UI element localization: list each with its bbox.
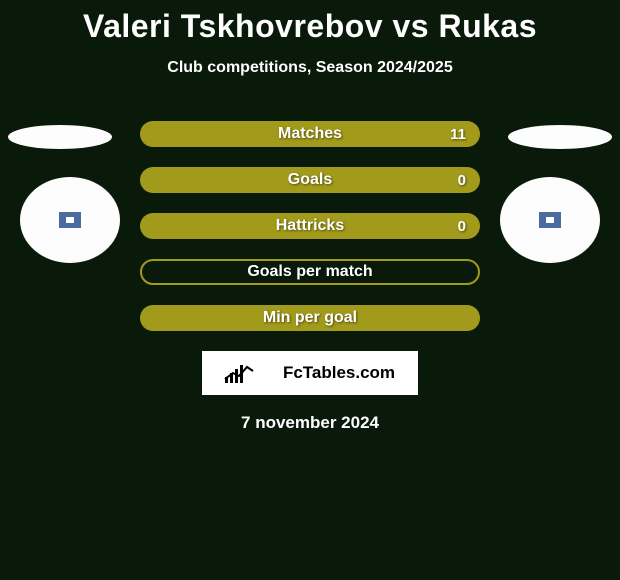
stat-row: Matches 11 (0, 121, 620, 147)
stat-label: Goals per match (247, 263, 372, 281)
stat-value: 11 (450, 126, 466, 143)
stat-value: 0 (458, 218, 466, 235)
stats-area: Matches 11 Goals 0 Hattricks 0 Goals per… (0, 121, 620, 331)
stat-label: Goals (288, 171, 332, 189)
stat-row: Hattricks 0 (0, 213, 620, 239)
stat-bar-goals: Goals 0 (140, 167, 480, 193)
brand-text: FcTables.com (283, 363, 395, 383)
stat-row: Min per goal (0, 305, 620, 331)
stat-bar-min-per-goal: Min per goal (140, 305, 480, 331)
stat-row: Goals 0 (0, 167, 620, 193)
page-subtitle: Club competitions, Season 2024/2025 (0, 59, 620, 77)
stat-bar-hattricks: Hattricks 0 (140, 213, 480, 239)
stat-label: Matches (278, 125, 342, 143)
stat-value: 0 (458, 172, 466, 189)
page-title: Valeri Tskhovrebov vs Rukas (0, 0, 620, 45)
brand-box: FcTables.com (202, 351, 418, 395)
stat-bar-goals-per-match: Goals per match (140, 259, 480, 285)
stat-label: Hattricks (276, 217, 344, 235)
brand-line-icon (247, 363, 277, 383)
stat-row: Goals per match (0, 259, 620, 285)
date-text: 7 november 2024 (0, 413, 620, 433)
stat-label: Min per goal (263, 309, 357, 327)
stat-bar-matches: Matches 11 (140, 121, 480, 147)
